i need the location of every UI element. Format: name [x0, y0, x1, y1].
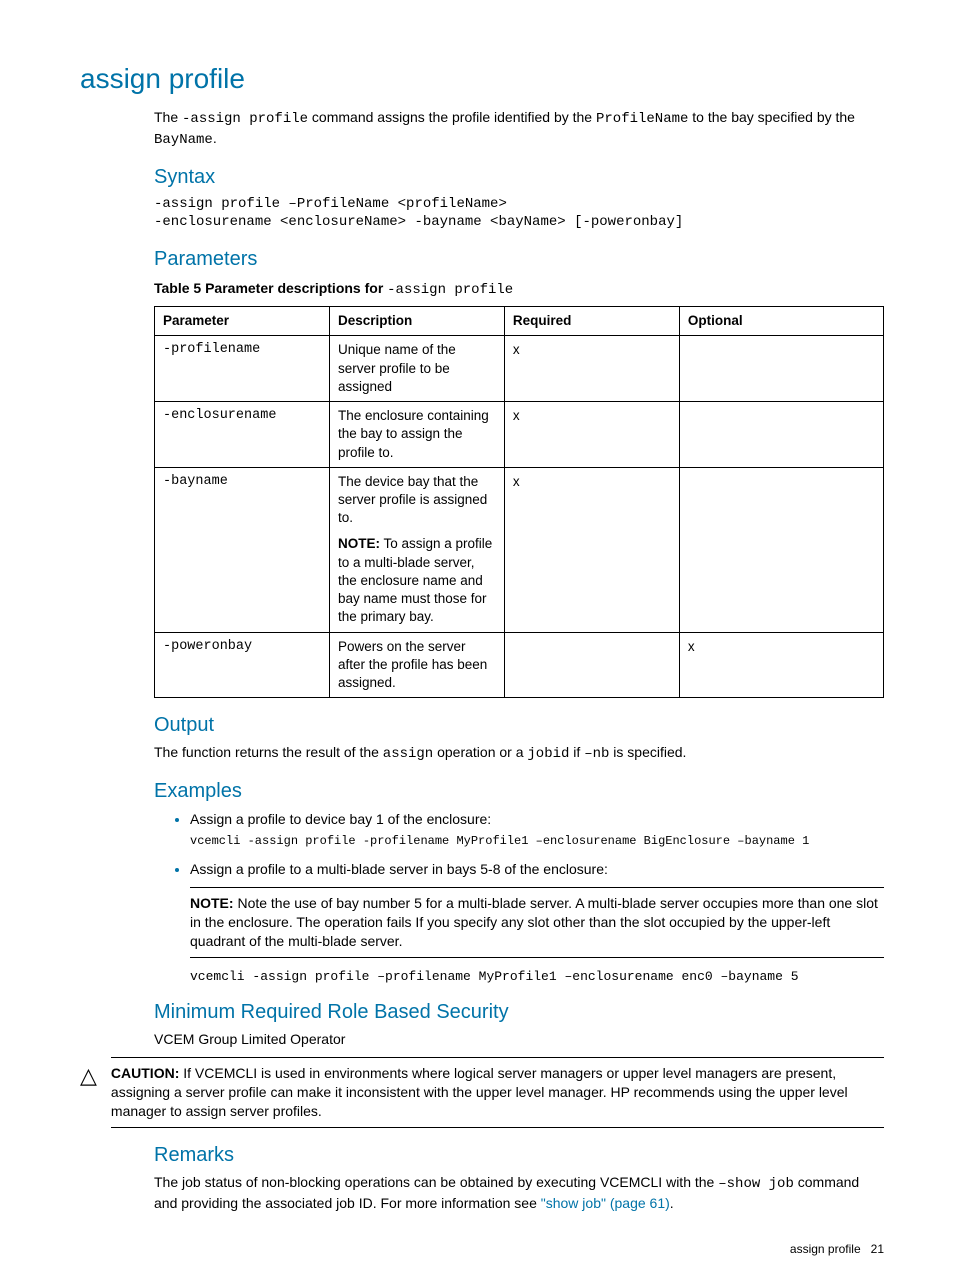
- remarks-text: The job status of non-blocking operation…: [154, 1174, 718, 1190]
- desc-note: NOTE: To assign a profile to a multi-bla…: [338, 535, 496, 626]
- output-paragraph: The function returns the result of the a…: [154, 743, 884, 764]
- col-parameter: Parameter: [155, 307, 330, 336]
- intro-text: .: [213, 130, 217, 146]
- caution-text: If VCEMCLI is used in environments where…: [111, 1065, 848, 1119]
- param-required: [504, 632, 679, 698]
- intro-text: command assigns the profile identified b…: [308, 109, 596, 125]
- security-heading: Minimum Required Role Based Security: [154, 999, 884, 1026]
- col-optional: Optional: [679, 307, 883, 336]
- param-name: -bayname: [155, 467, 330, 632]
- syntax-heading: Syntax: [154, 164, 884, 191]
- example-item: Assign a profile to a multi-blade server…: [190, 859, 884, 985]
- table-row: -bayname The device bay that the server …: [155, 467, 884, 632]
- table-header-row: Parameter Description Required Optional: [155, 307, 884, 336]
- output-code: –nb: [584, 746, 609, 762]
- security-text: VCEM Group Limited Operator: [154, 1030, 884, 1049]
- param-optional: x: [679, 632, 883, 698]
- caption-text: Table 5 Parameter descriptions for: [154, 280, 387, 296]
- note-body: Note the use of bay number 5 for a multi…: [190, 895, 878, 949]
- table-caption: Table 5 Parameter descriptions for -assi…: [154, 279, 884, 300]
- output-heading: Output: [154, 712, 884, 739]
- param-optional: [679, 467, 883, 632]
- table-row: -profilename Unique name of the server p…: [155, 336, 884, 402]
- parameters-heading: Parameters: [154, 246, 884, 273]
- example-text: Assign a profile to device bay 1 of the …: [190, 811, 491, 827]
- param-desc: The enclosure containing the bay to assi…: [329, 402, 504, 468]
- note-label: NOTE:: [190, 895, 234, 911]
- param-required: x: [504, 402, 679, 468]
- examples-list: Assign a profile to device bay 1 of the …: [154, 809, 884, 985]
- example-code: vcemcli -assign profile -profilename MyP…: [190, 833, 884, 849]
- caution-block: △ CAUTION: If VCEMCLI is used in environ…: [80, 1057, 884, 1128]
- intro-code: -assign profile: [182, 111, 308, 127]
- param-optional: [679, 336, 883, 402]
- syntax-code: -assign profile –ProfileName <profileNam…: [154, 195, 884, 233]
- examples-heading: Examples: [154, 778, 884, 805]
- param-required: x: [504, 467, 679, 632]
- parameters-table: Parameter Description Required Optional …: [154, 306, 884, 698]
- intro-text: The: [154, 109, 182, 125]
- note-label: NOTE:: [338, 536, 380, 551]
- desc-main: The device bay that the server profile i…: [338, 473, 496, 528]
- show-job-link[interactable]: "show job" (page 61): [541, 1195, 670, 1211]
- example-text: Assign a profile to a multi-blade server…: [190, 861, 608, 877]
- example-item: Assign a profile to device bay 1 of the …: [190, 809, 884, 849]
- param-name: -profilename: [155, 336, 330, 402]
- caution-label: CAUTION:: [111, 1065, 179, 1081]
- intro-code: BayName: [154, 132, 213, 148]
- remarks-text: .: [670, 1195, 674, 1211]
- param-desc: Powers on the server after the profile h…: [329, 632, 504, 698]
- col-required: Required: [504, 307, 679, 336]
- remarks-paragraph: The job status of non-blocking operation…: [154, 1173, 884, 1213]
- page-title: assign profile: [80, 60, 884, 98]
- output-text: The function returns the result of the: [154, 744, 383, 760]
- footer-page-number: 21: [871, 1242, 884, 1256]
- param-desc: The device bay that the server profile i…: [329, 467, 504, 632]
- table-row: -poweronbay Powers on the server after t…: [155, 632, 884, 698]
- remarks-heading: Remarks: [154, 1142, 884, 1169]
- caption-code: -assign profile: [387, 282, 513, 298]
- intro-paragraph: The -assign profile command assigns the …: [154, 108, 884, 150]
- page-footer: assign profile 21: [80, 1241, 884, 1257]
- param-desc: Unique name of the server profile to be …: [329, 336, 504, 402]
- intro-text: to the bay specified by the: [688, 109, 855, 125]
- output-text: is specified.: [609, 744, 686, 760]
- output-text: if: [569, 744, 584, 760]
- example-note: NOTE: Note the use of bay number 5 for a…: [190, 887, 884, 958]
- param-required: x: [504, 336, 679, 402]
- col-description: Description: [329, 307, 504, 336]
- table-row: -enclosurename The enclosure containing …: [155, 402, 884, 468]
- output-code: jobid: [527, 746, 569, 762]
- param-optional: [679, 402, 883, 468]
- example-code: vcemcli -assign profile –profilename MyP…: [190, 968, 884, 986]
- output-text: operation or a: [433, 744, 527, 760]
- param-name: -poweronbay: [155, 632, 330, 698]
- intro-code: ProfileName: [596, 111, 688, 127]
- param-name: -enclosurename: [155, 402, 330, 468]
- remarks-code: –show job: [718, 1176, 794, 1192]
- caution-icon: △: [80, 1065, 97, 1087]
- footer-section: assign profile: [790, 1242, 861, 1256]
- caution-body: CAUTION: If VCEMCLI is used in environme…: [111, 1057, 884, 1128]
- output-code: assign: [383, 746, 433, 762]
